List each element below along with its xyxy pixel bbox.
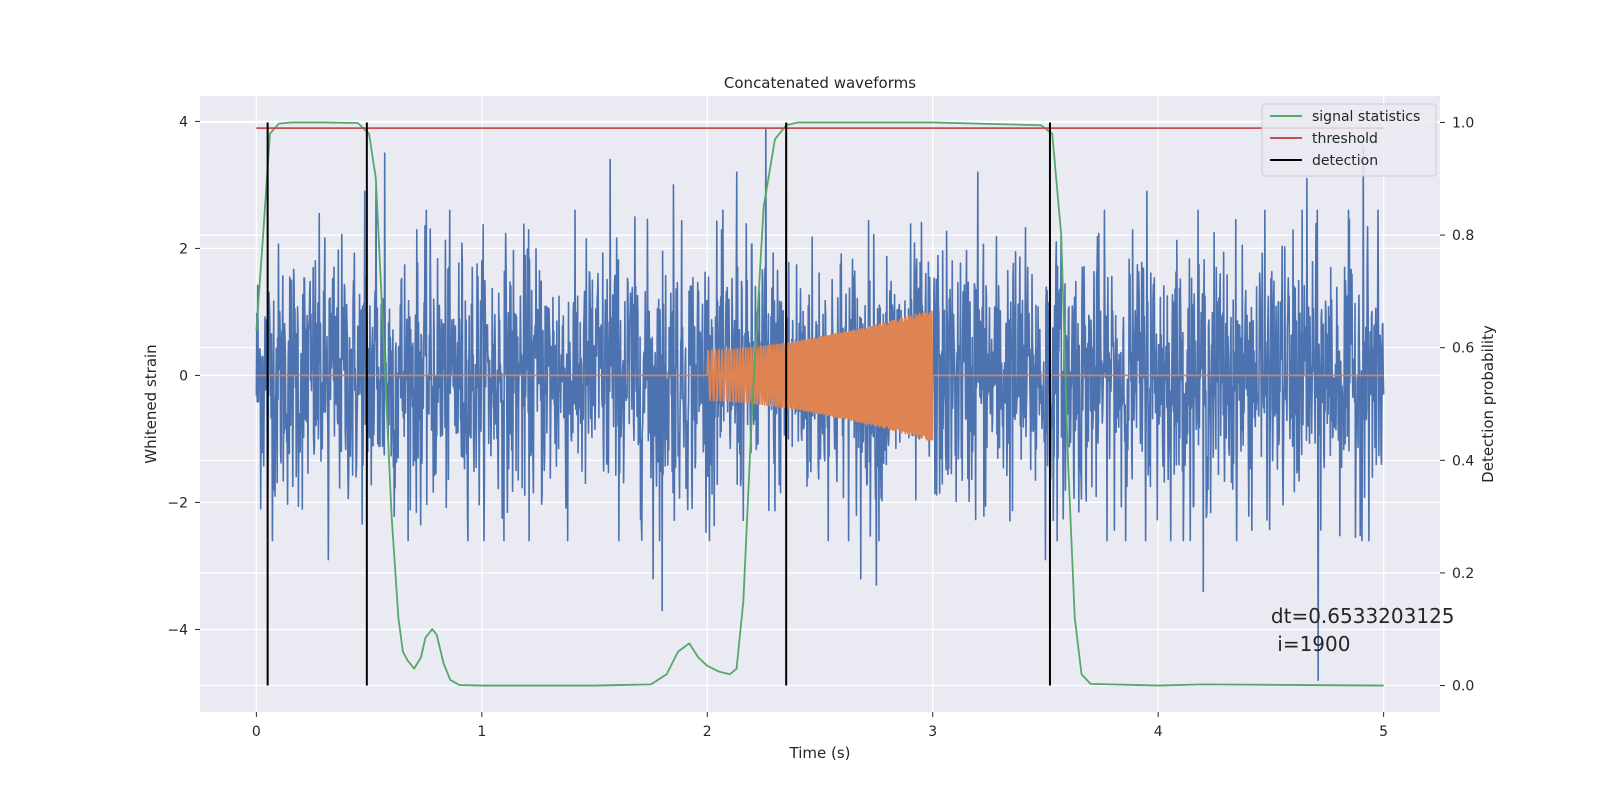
legend-label: threshold	[1312, 131, 1378, 147]
y2-tick-label: 0.0	[1452, 679, 1474, 695]
x-tick-label: 0	[252, 724, 261, 740]
annotation-line-dt: dt=0.6533203125	[1271, 604, 1455, 628]
y2-tick-label: 1.0	[1452, 115, 1474, 131]
series-layer	[255, 121, 1385, 687]
y-tick-label: −2	[167, 495, 188, 511]
y-tick-label: 0	[179, 368, 188, 384]
y-axis-label: Whitened strain	[142, 344, 160, 463]
x-tick-label: 2	[703, 724, 712, 740]
injected-chirp-line	[256, 310, 1384, 441]
signal-statistics-line	[255, 121, 1384, 687]
x-tick-label: 4	[1154, 724, 1163, 740]
annotation: dt=0.6533203125 i=1900	[1271, 604, 1455, 656]
y2-tick-label: 0.2	[1452, 566, 1474, 582]
chart-title: Concatenated waveforms	[724, 74, 916, 92]
annotation-line-i: i=1900	[1271, 632, 1351, 656]
legend-label: detection	[1312, 153, 1378, 169]
y2-axis-ticks: 1.0 0.8 0.6 0.4 0.2 0.0	[1440, 115, 1474, 695]
legend: signal statistics threshold detection	[1261, 103, 1437, 177]
legend-box	[1261, 103, 1437, 177]
y-tick-label: −4	[167, 622, 188, 638]
x-axis-ticks: 0 1 2 3 4 5	[252, 712, 1388, 740]
y2-tick-label: 0.6	[1452, 341, 1474, 357]
x-tick-label: 5	[1379, 724, 1388, 740]
x-tick-label: 3	[928, 724, 937, 740]
legend-label: signal statistics	[1312, 109, 1420, 125]
y2-tick-label: 0.4	[1452, 453, 1474, 469]
y-tick-label: 2	[179, 241, 188, 257]
x-axis-label: Time (s)	[789, 744, 851, 762]
x-tick-label: 1	[477, 724, 486, 740]
y2-tick-label: 0.8	[1452, 228, 1474, 244]
y-tick-label: 4	[179, 114, 188, 130]
y2-axis-label: Detection probability	[1479, 325, 1497, 483]
y-axis-ticks: 4 2 0 −2 −4	[167, 114, 200, 638]
